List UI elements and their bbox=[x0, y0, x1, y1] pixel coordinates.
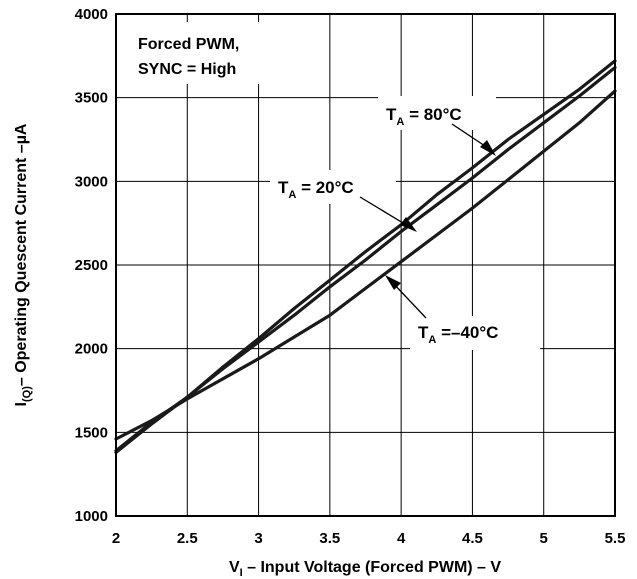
series-label-minus40c-rest: =–40°C bbox=[436, 323, 498, 342]
condition-note-bg bbox=[130, 22, 280, 84]
x-tick-label: 5.5 bbox=[605, 530, 626, 547]
series-label-20c-rest: = 20°C bbox=[296, 178, 353, 197]
y-tick-label: 1000 bbox=[75, 508, 108, 525]
y-tick-label: 4000 bbox=[75, 6, 108, 23]
leader-line-80c bbox=[451, 123, 489, 149]
x-axis-title-main: V bbox=[229, 559, 240, 576]
x-tick-labels: 2 2.5 3 3.5 4 4.5 5 5.5 bbox=[112, 530, 626, 547]
x-tick-label: 4 bbox=[397, 530, 406, 547]
x-tick-label: 5 bbox=[540, 530, 548, 547]
y-tick-label: 2500 bbox=[75, 257, 108, 274]
x-tick-label: 3.5 bbox=[319, 530, 340, 547]
y-axis-title-main: I bbox=[13, 402, 30, 406]
series-label-80c-sub: A bbox=[396, 116, 404, 128]
x-axis-title-sub: I bbox=[240, 567, 243, 579]
curves bbox=[114, 59, 617, 454]
grid bbox=[115, 13, 616, 517]
y-tick-label: 3000 bbox=[75, 173, 108, 190]
series-label-20c-sub: A bbox=[288, 189, 296, 201]
condition-note-line-2: SYNC = High bbox=[138, 61, 236, 78]
series-label-minus40c: TA =–40°C bbox=[385, 275, 540, 350]
svg-text:TA =–40°C: TA =–40°C bbox=[418, 323, 498, 346]
x-axis-title-rest: – Input Voltage (Forced PWM) – V bbox=[243, 559, 502, 576]
leader-line-minus40c bbox=[391, 281, 427, 319]
leader-line-20c bbox=[359, 196, 409, 227]
plot-frame bbox=[115, 13, 616, 517]
arrowhead-minus40c bbox=[385, 275, 401, 290]
x-tick-label: 2.5 bbox=[177, 530, 198, 547]
series-label-minus40c-sub: A bbox=[428, 334, 436, 346]
y-axis-title: I(Q)– Operating Quescent Current –µA bbox=[13, 123, 33, 406]
y-tick-label: 2000 bbox=[75, 341, 108, 358]
series-label-minus40c-main: T bbox=[418, 323, 429, 342]
series-label-80c-rest: = 80°C bbox=[404, 105, 461, 124]
series-label-80c-main: T bbox=[386, 105, 397, 124]
series-line-80c bbox=[114, 59, 617, 453]
y-axis-title-rest: – Operating Quescent Current –µA bbox=[13, 123, 30, 386]
svg-text:TA = 20°C: TA = 20°C bbox=[278, 178, 354, 201]
series-line-minus40c bbox=[114, 89, 617, 441]
svg-text:TA = 80°C: TA = 80°C bbox=[386, 105, 462, 128]
y-axis-title-sub: (Q) bbox=[21, 386, 33, 402]
y-tick-label: 1500 bbox=[75, 424, 108, 441]
arrowhead-80c bbox=[480, 140, 496, 156]
series-label-20c-main: T bbox=[278, 178, 289, 197]
arrowhead-20c bbox=[400, 217, 417, 232]
series-label-20c: TA = 20°C bbox=[270, 170, 417, 232]
condition-note-line-1: Forced PWM, bbox=[138, 36, 239, 53]
y-tick-label: 3500 bbox=[75, 90, 108, 107]
x-axis-title: VI – Input Voltage (Forced PWM) – V bbox=[229, 559, 501, 579]
x-tick-label: 2 bbox=[112, 530, 120, 547]
x-tick-label: 4.5 bbox=[462, 530, 483, 547]
series-line-20c bbox=[114, 65, 617, 454]
y-tick-labels: 1000 1500 2000 2500 3000 3500 4000 bbox=[75, 6, 108, 525]
series-label-80c: TA = 80°C bbox=[378, 96, 496, 156]
x-tick-label: 3 bbox=[254, 530, 262, 547]
